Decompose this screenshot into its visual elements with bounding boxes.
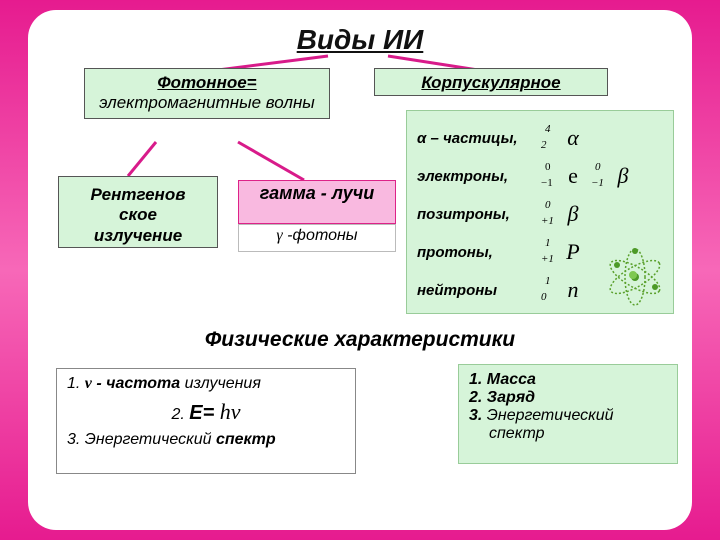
alpha-symbol: 4 2 α (555, 125, 591, 151)
left-char-2: 2. E= hν (67, 399, 345, 425)
corpuscular-box: Корпускулярное (374, 68, 608, 96)
beta-minus-symbol: 0 −1 β (605, 163, 641, 189)
corpuscular-header: Корпускулярное (421, 73, 560, 92)
xray-text: Рентгенов ское излучение (67, 181, 209, 246)
photon-sub: электромагнитные волны (99, 93, 315, 112)
right-char-2: 2. Заряд (469, 389, 667, 407)
left-characteristics-box: 1. ν - частота излучения 2. E= hν 3. Эне… (56, 368, 356, 474)
particle-row-electron: электроны, 0 −1 e 0 −1 β (417, 157, 663, 195)
main-card: Виды ИИ Фотонное= электромагнитные волны… (28, 10, 692, 530)
page-title: Виды ИИ (28, 24, 692, 56)
right-characteristics-box: 1. Масса 2. Заряд 3. Энергетический спек… (458, 364, 678, 464)
photon-header: Фотонное= (157, 73, 256, 92)
left-char-3: 3. Энергетический спектр (67, 431, 345, 449)
left-char-1: 1. ν - частота излучения (67, 375, 345, 393)
particle-row-positron: позитроны, 0 +1 β (417, 195, 663, 233)
photon-box: Фотонное= электромагнитные волны (84, 68, 330, 119)
gamma-sub-box: γ -фотоны (238, 224, 396, 252)
gamma-sub-text: -фотоны (287, 227, 357, 244)
section2-title: Физические характеристики (28, 328, 692, 352)
gamma-main: гамма - лучи (260, 183, 374, 203)
beta-plus-symbol: 0 +1 β (555, 201, 591, 227)
particle-row-alpha: α – частицы, 4 2 α (417, 119, 663, 157)
proton-symbol: 1 +1 P (555, 239, 591, 265)
xray-box: Рентгенов ское излучение (58, 176, 218, 248)
atom-icon (603, 245, 667, 309)
electron-symbol: 0 −1 e (555, 163, 591, 189)
right-char-3b: спектр (469, 425, 667, 443)
neutron-symbol: 1 0 n (555, 277, 591, 303)
right-char-1: 1. Масса (469, 371, 667, 389)
particle-panel: α – частицы, 4 2 α электроны, 0 −1 e 0 −… (406, 110, 674, 314)
gamma-box: гамма - лучи (238, 180, 396, 224)
right-char-3: 3. Энергетический (469, 407, 667, 425)
